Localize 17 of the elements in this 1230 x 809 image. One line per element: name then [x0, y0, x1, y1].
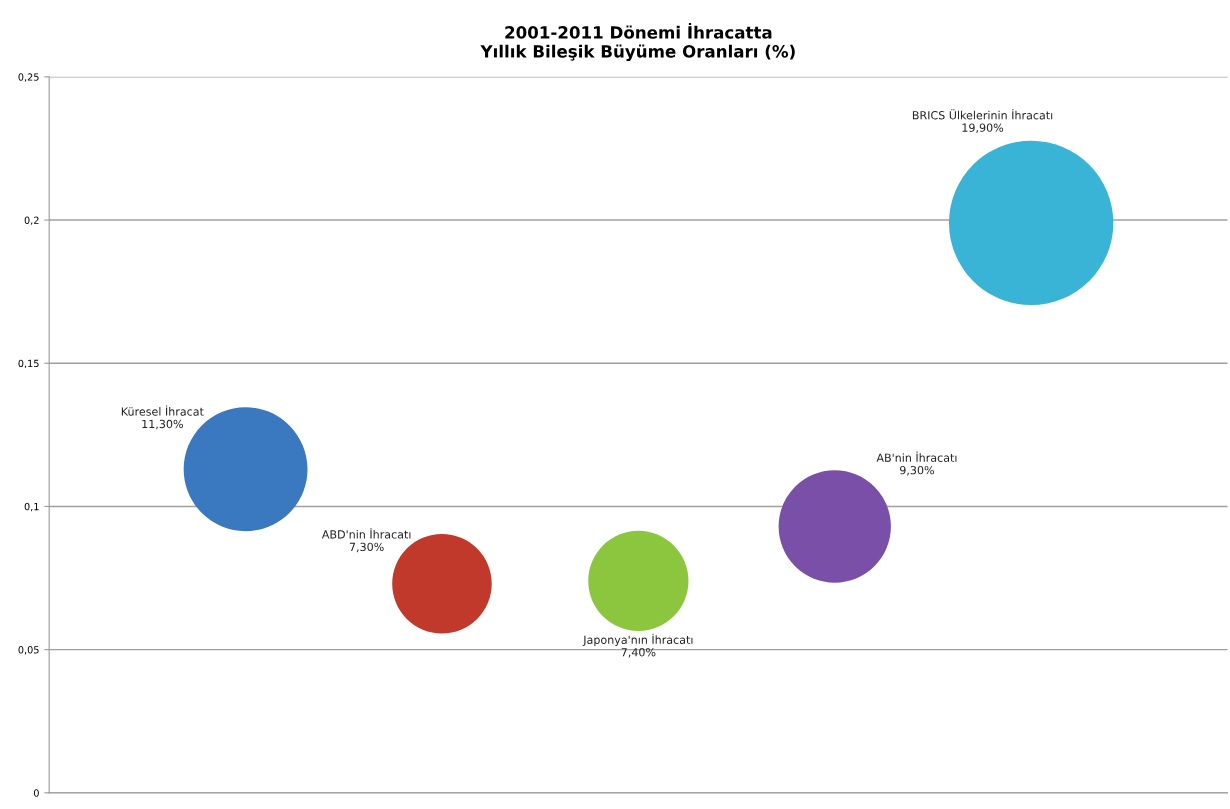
data-label: 7,30% — [349, 542, 384, 553]
chart-title: 2001-2011 Dönemi İhracatta Yıllık Bileşik Büyüme Oranları (%) — [480, 23, 795, 62]
y-tick-label: 0 — [33, 789, 39, 797]
text: BRICS Ülkelerinin İhracatı — [912, 109, 1053, 120]
y-tick-label: 0,25 — [18, 73, 39, 82]
y-tick-label: 0,05 — [18, 646, 39, 655]
series-label: Japonya'nın İhracatı — [582, 633, 693, 647]
data-label: 19,90% — [962, 123, 1004, 133]
series-label: AB'nin İhracatı — [876, 451, 957, 462]
y-tick-label: 0,1 — [24, 502, 39, 512]
y-tick-label: 0,15 — [18, 359, 39, 369]
series-label: ABD'nin İhracatı — [321, 528, 411, 539]
data-label: 11,30% — [142, 419, 183, 430]
y-tick-label: 0,2 — [24, 216, 39, 225]
series-label: Küresel İhracat — [121, 405, 204, 416]
data-label: 7,40% — [621, 648, 656, 658]
data-label: 9,30% — [900, 465, 934, 476]
